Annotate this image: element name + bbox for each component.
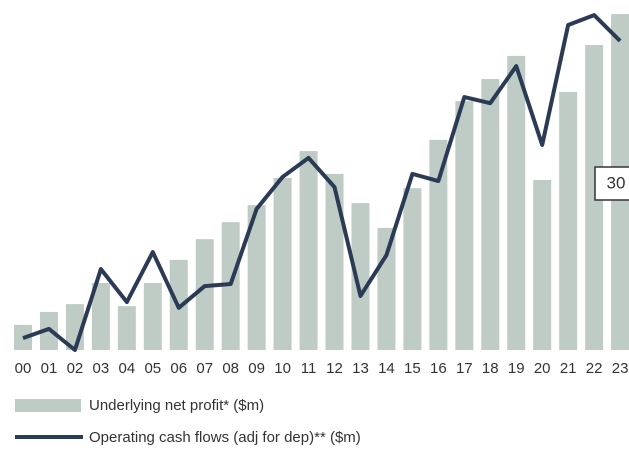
x-tick-label: 14 bbox=[378, 360, 395, 377]
bar bbox=[377, 227, 396, 350]
bar bbox=[299, 151, 318, 350]
line bbox=[22, 13, 622, 352]
x-tick-label: 09 bbox=[248, 360, 265, 377]
annotation-box bbox=[594, 166, 629, 201]
bar bbox=[533, 180, 552, 350]
bar bbox=[325, 173, 344, 350]
x-tick-label: 00 bbox=[15, 360, 32, 377]
x-tick-label: 16 bbox=[430, 360, 447, 377]
bar bbox=[247, 205, 266, 350]
bar bbox=[221, 222, 240, 350]
x-tick-label: 21 bbox=[560, 360, 577, 377]
bar bbox=[429, 139, 448, 350]
x-tick-label: 02 bbox=[67, 360, 84, 377]
x-tick-label: 23 bbox=[612, 360, 629, 377]
x-tick-label: 08 bbox=[222, 360, 239, 377]
x-tick-label: 15 bbox=[404, 360, 421, 377]
bar bbox=[481, 79, 500, 351]
x-tick-label: 01 bbox=[41, 360, 58, 377]
x-tick-label: 20 bbox=[534, 360, 551, 377]
x-tick-label: 11 bbox=[301, 360, 317, 377]
bar bbox=[403, 188, 422, 350]
bar bbox=[455, 101, 474, 351]
x-tick-label: 13 bbox=[352, 360, 369, 377]
bar bbox=[91, 283, 110, 350]
bar bbox=[585, 45, 604, 351]
bar bbox=[559, 91, 578, 350]
legend-label: Operating cash flows (adj for dep)** ($m… bbox=[89, 429, 361, 446]
x-tick-label: 18 bbox=[482, 360, 499, 377]
x-tick-label: 06 bbox=[170, 360, 187, 377]
bar bbox=[507, 55, 526, 351]
x-tick-label: 04 bbox=[118, 360, 135, 377]
bar bbox=[195, 239, 214, 350]
bar bbox=[351, 203, 370, 350]
x-tick-label: 19 bbox=[508, 360, 525, 377]
x-tick-label: 10 bbox=[274, 360, 291, 377]
legend-label: Underlying net profit* ($m) bbox=[89, 397, 264, 414]
x-tick-label: 12 bbox=[326, 360, 343, 377]
x-tick-label: 03 bbox=[93, 360, 110, 377]
bar bbox=[117, 306, 136, 350]
x-tick-label: 22 bbox=[586, 360, 603, 377]
x-tick-label: 07 bbox=[196, 360, 213, 377]
annotation: 30 bbox=[607, 173, 626, 192]
bar bbox=[143, 283, 162, 350]
legend-swatch bbox=[15, 399, 81, 412]
bar bbox=[273, 177, 292, 350]
x-tick-label: 17 bbox=[456, 360, 473, 377]
x-tick-label: 05 bbox=[144, 360, 161, 377]
